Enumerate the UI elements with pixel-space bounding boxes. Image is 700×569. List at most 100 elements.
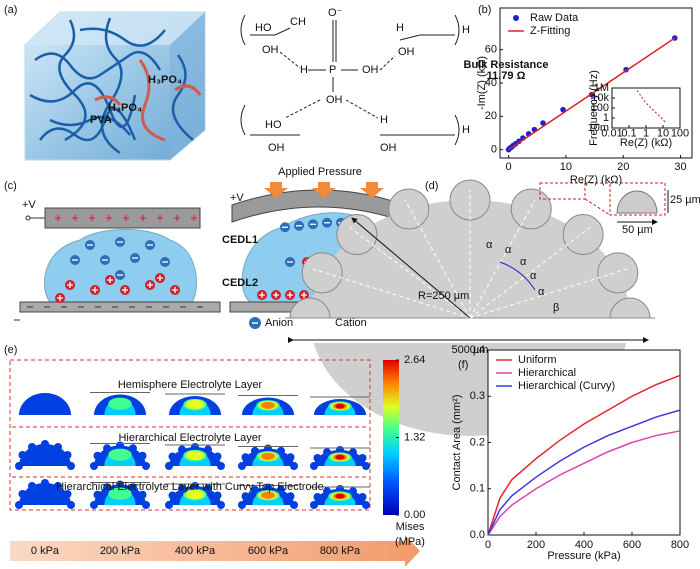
panel-label: (c) [4,180,17,192]
fem-stress [335,454,345,460]
angle-label: α [520,256,527,268]
structure-label: OH [268,142,285,154]
edl-label: CEDL1 [222,234,258,246]
ion-sign [122,287,128,293]
plot-frame [487,349,681,536]
y-tick-label: 0 [491,144,497,156]
electrode-plus [157,215,163,221]
structure-label: OH [398,46,415,58]
ion-sign [172,287,178,293]
fem-shape [19,393,71,415]
fem-bump [238,462,246,470]
voltage-label: +V [22,199,36,211]
fem-stress [260,452,276,460]
fem-bump [217,462,225,470]
fem-stress [108,397,132,410]
x-tick-label: 800 [671,539,689,551]
fem-bump [165,462,173,470]
panel-label: (b) [478,4,491,16]
colorbar-label: Mises [396,521,425,533]
structure-label: P [329,64,336,76]
panel-label: (f) [458,359,468,371]
legend-label: Raw Data [530,12,579,24]
x-tick-label: 30 [674,161,686,173]
fem-bump [67,501,75,509]
x-axis-label: Re(Z) (kΩ) [620,137,672,149]
structure-label: OH [380,142,397,154]
fem-bump [67,462,75,470]
pressure-arrow [10,535,420,567]
fem-bump [358,493,367,501]
x-tick-label: 0.1 [621,127,636,139]
structure-label: H [462,24,470,36]
ion-sign [157,275,163,281]
capacitor-left [14,207,221,321]
y-tick-label: 10m [588,122,609,134]
ion-sign [92,287,98,293]
hemisphere-bump [301,252,343,294]
fem-bump [54,481,62,490]
fem-bump [18,490,27,498]
electrode-plus [140,215,146,221]
legend-label: Hierarchical [518,367,576,379]
electrode-plus [191,215,197,221]
x-tick-label: 10 [560,161,572,173]
fem-bump [313,454,322,462]
fem-bump [310,462,318,470]
legend-cation: Cation [335,317,367,329]
fem-bump [362,501,370,509]
edl-label: CEDL2 [222,277,258,289]
dimension-label: 50 µm [622,224,653,236]
dimension-label: R=250 µm [418,290,469,302]
data-line [487,430,681,536]
radius-line [351,217,471,319]
fem-bump [217,501,225,509]
angle-label: α [530,270,537,282]
fem-bump [129,444,137,453]
x-axis-label: Pressure (kPa) [547,550,620,562]
data-line [636,90,667,124]
ion-sign [301,292,307,298]
data-point [540,120,546,126]
angle-label: α [486,239,493,251]
fem-bump [90,501,98,509]
x-tick-label: 1 [643,127,649,139]
cube-label: H₃PO₄ [108,102,142,114]
y-tick-label: 20 [485,110,497,122]
y-tick-label: 0.0 [470,529,485,541]
fem-bump [238,501,246,509]
y-axis-label: -Im(Z) (kΩ) [476,56,488,110]
angle-label: β [553,302,559,314]
structure-label: OH [262,44,279,56]
y-tick-label: 40 [485,77,497,89]
colorbar-tick: 2.64 [404,354,425,366]
dimension-label: 25 µm [670,194,700,206]
dimension-label: 500 µm [452,344,489,356]
structure-label: CH [290,16,306,28]
fem-bump [28,442,36,451]
hemisphere-bump [449,179,491,221]
y-tick-label: 10k [591,92,609,104]
fem-bump [241,453,250,462]
cube-label: H₃PO₄ [148,74,182,86]
data-point [560,106,566,113]
structure-label: OH [326,94,343,106]
y-tick-label: 60 [485,44,497,56]
fem-bump [93,490,102,499]
fem-stress [260,491,276,499]
structure-label: H [396,22,404,34]
structure-label: HO [255,22,272,34]
ion-sign [147,282,153,288]
plot-frame [611,87,681,129]
annotation: 11.79 Ω [487,70,526,82]
y-axis-label: Contact Area (mm²) [451,395,463,491]
fem-bump [165,501,173,509]
x-tick-label: 0 [485,539,491,551]
ion-sign [57,295,63,301]
hemisphere-bump [388,188,430,230]
angle-label: α [538,286,545,298]
structure-label: OH [362,64,379,76]
fem-bump [313,493,322,501]
colorbar-tick: 0.00 [404,509,425,521]
